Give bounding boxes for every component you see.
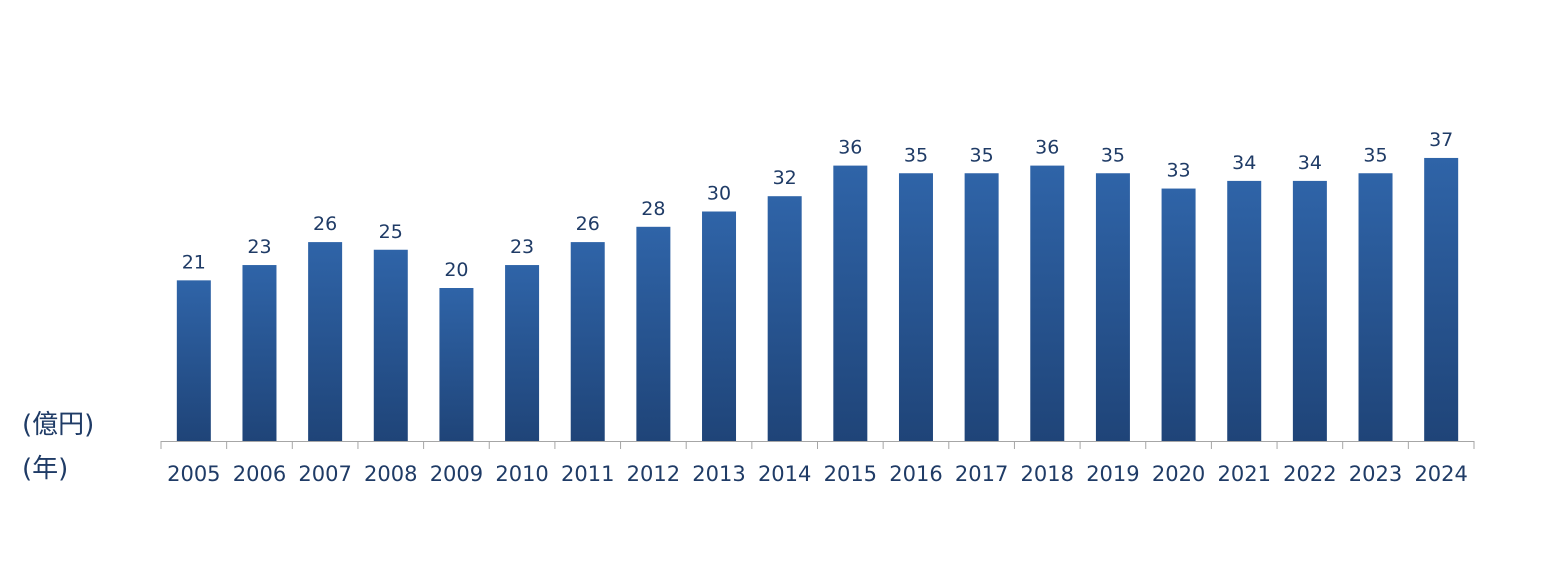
- bar-2024: [1424, 157, 1459, 441]
- data-label-2016: 35: [904, 144, 928, 166]
- x-axis-unit-label: (年): [22, 454, 69, 484]
- bar-2011: [570, 242, 605, 441]
- x-tick-label-2015: 2015: [824, 462, 877, 486]
- y-axis-unit-label: (億円): [22, 410, 95, 440]
- bar-2016: [898, 173, 933, 441]
- data-label-2006: 23: [247, 236, 271, 258]
- data-label-2024: 37: [1429, 129, 1453, 151]
- bar-2013: [702, 211, 737, 441]
- data-label-2005: 21: [182, 251, 206, 273]
- x-tick-label-2006: 2006: [233, 462, 286, 486]
- data-label-2010: 23: [510, 236, 534, 258]
- bar-2007: [308, 242, 343, 441]
- data-label-2011: 26: [576, 213, 600, 235]
- x-tick-label-2023: 2023: [1349, 462, 1402, 486]
- x-tick-label-2016: 2016: [889, 462, 942, 486]
- data-label-2013: 30: [707, 183, 731, 205]
- data-label-2008: 25: [379, 221, 403, 243]
- bar-2019: [1095, 173, 1130, 441]
- bar-2020: [1161, 188, 1196, 441]
- data-label-2015: 36: [838, 137, 862, 159]
- x-tick-label-2018: 2018: [1021, 462, 1074, 486]
- data-labels-group: 21 23 26 25 20 23 26 28 30 32 36 35 35 36 35 33 34 34 35 37: [182, 129, 1454, 281]
- bar-2008: [373, 249, 408, 441]
- bar-2022: [1292, 180, 1327, 441]
- data-label-2023: 35: [1363, 144, 1387, 166]
- bar-2009: [439, 288, 474, 441]
- x-tick-label-2011: 2011: [561, 462, 614, 486]
- x-tick-label-2008: 2008: [364, 462, 417, 486]
- x-tick-label-2005: 2005: [167, 462, 220, 486]
- bar-2021: [1227, 180, 1262, 441]
- x-tick-label-2017: 2017: [955, 462, 1008, 486]
- data-label-2020: 33: [1166, 160, 1190, 182]
- data-label-2022: 34: [1298, 152, 1322, 174]
- x-tick-label-2024: 2024: [1414, 462, 1467, 486]
- bar-2017: [964, 173, 999, 441]
- x-tick-label-2012: 2012: [627, 462, 680, 486]
- bar-2006: [242, 265, 277, 441]
- bar-2010: [505, 265, 540, 441]
- bar-2018: [1030, 165, 1065, 441]
- bar-2014: [767, 196, 802, 441]
- x-tick-label-2009: 2009: [430, 462, 483, 486]
- x-tick-labels-group: 2005 2006 2007 2008 2009 2010 2011 2012 2013 2014…: [167, 462, 1468, 486]
- data-label-2018: 36: [1035, 137, 1059, 159]
- bar-2005: [176, 280, 211, 441]
- x-tick-label-2021: 2021: [1217, 462, 1270, 486]
- data-label-2009: 20: [444, 259, 468, 281]
- bar-2023: [1358, 173, 1393, 441]
- x-tick-label-2010: 2010: [495, 462, 548, 486]
- x-tick-label-2020: 2020: [1152, 462, 1205, 486]
- bar-2012: [636, 226, 671, 441]
- x-tick-label-2019: 2019: [1086, 462, 1139, 486]
- x-tick-label-2022: 2022: [1283, 462, 1336, 486]
- data-label-2021: 34: [1232, 152, 1256, 174]
- data-label-2014: 32: [773, 167, 797, 189]
- data-label-2019: 35: [1101, 144, 1125, 166]
- x-tick-label-2007: 2007: [298, 462, 351, 486]
- bar-2015: [833, 165, 868, 441]
- x-tick-label-2013: 2013: [692, 462, 745, 486]
- bars-group: [176, 157, 1459, 441]
- data-label-2017: 35: [970, 144, 994, 166]
- data-label-2007: 26: [313, 213, 337, 235]
- x-tick-label-2014: 2014: [758, 462, 811, 486]
- data-label-2012: 28: [641, 198, 665, 220]
- x-axis: [160, 441, 1475, 449]
